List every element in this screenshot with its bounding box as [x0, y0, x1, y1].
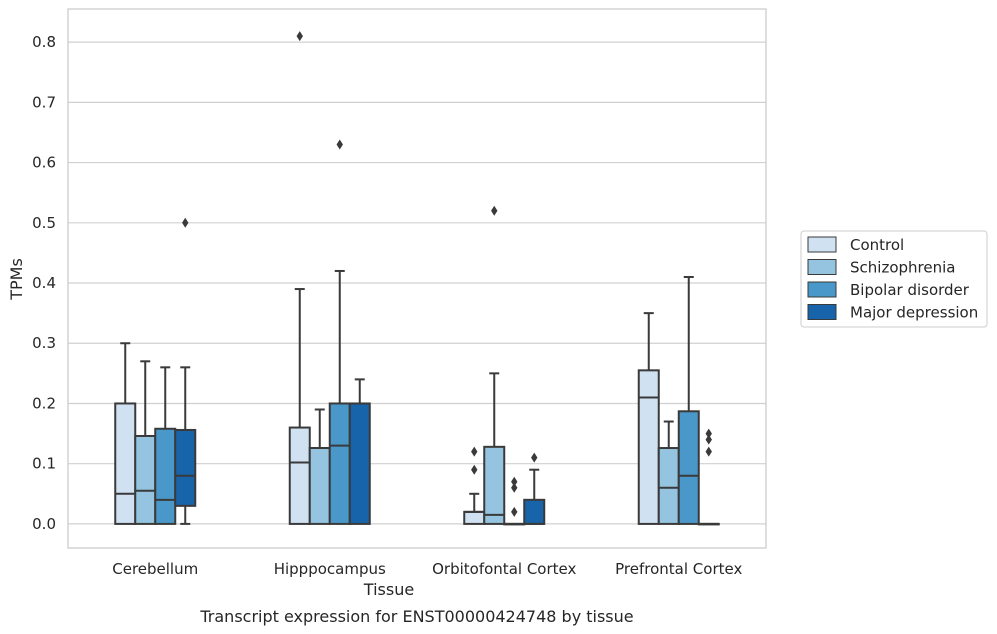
outlier-point [511, 506, 518, 517]
outlier-point [531, 452, 538, 463]
outlier-point [296, 31, 303, 42]
box-body [657, 447, 680, 525]
box-schizophrenia [483, 205, 506, 525]
box-major-depression [697, 428, 720, 526]
y-tick-label: 0.0 [32, 515, 56, 533]
box-body [154, 427, 177, 525]
x-tick-label: Orbitofontal Cortex [432, 560, 576, 578]
y-axis-ticks: 0.0 0.1 0.2 0.3 0.4 0.5 0.6 0.7 0.8 [32, 33, 56, 533]
box-bipolar-disorder [154, 366, 177, 525]
box-control [288, 31, 311, 525]
box-body [463, 510, 486, 525]
box-bipolar-disorder [677, 275, 700, 525]
box-major-depression [348, 378, 371, 525]
outlier-point [511, 476, 518, 487]
y-tick-label: 0.8 [32, 33, 56, 51]
x-axis-ticks: Cerebellum Hipppocampus Orbitofontal Corte… [112, 560, 742, 578]
box-body [288, 426, 311, 525]
box-schizophrenia [657, 420, 680, 525]
box-control [114, 342, 137, 525]
outlier-point [471, 446, 478, 457]
x-tick-label: Hipppocampus [274, 560, 386, 578]
plot-frame [67, 8, 767, 549]
y-tick-label: 0.4 [32, 274, 56, 292]
legend-swatch [807, 281, 837, 298]
box-schizophrenia [308, 408, 331, 525]
box-bipolar-disorder [328, 139, 351, 525]
legend-swatch [807, 236, 837, 253]
box-control [463, 446, 486, 525]
box-body [174, 428, 197, 507]
x-tick-label: Cerebellum [112, 560, 198, 578]
legend: Control Schizophrenia Bipolar disorder Majo… [800, 230, 988, 328]
box-body [348, 402, 371, 525]
legend-swatch [807, 304, 837, 320]
outlier-point [705, 434, 712, 445]
y-tick-label: 0.7 [32, 93, 56, 111]
outlier-point [705, 446, 712, 457]
chart-caption: Transcript expression for ENST0000042474… [199, 607, 633, 626]
box-major-depression [523, 452, 546, 525]
legend-frame [800, 230, 988, 328]
outlier-point [491, 205, 498, 216]
y-axis-label: TPMs [7, 258, 26, 301]
box-plot-area [114, 31, 720, 526]
box-body [483, 445, 506, 525]
y-tick-label: 0.5 [32, 214, 56, 232]
x-axis-label: Tissue [363, 580, 414, 599]
outlier-point [705, 428, 712, 439]
box-body [677, 410, 700, 525]
box-control [637, 312, 660, 525]
box-body [308, 447, 331, 525]
box-schizophrenia [134, 360, 157, 525]
y-tick-label: 0.1 [32, 455, 56, 473]
box-body [637, 369, 660, 525]
legend-entry-label: Schizophrenia [850, 259, 955, 277]
outlier-point [511, 482, 518, 493]
legend-entry-label: Control [850, 236, 904, 254]
box-body [523, 498, 546, 525]
y-tick-label: 0.2 [32, 394, 56, 412]
outlier-point [182, 217, 189, 228]
legend-entry-label: Major depression [850, 304, 978, 322]
outlier-point [336, 139, 343, 150]
legend-entry-label: Bipolar disorder [850, 281, 970, 299]
box-body [134, 434, 157, 525]
y-tick-label: 0.6 [32, 154, 56, 172]
outlier-point [471, 464, 478, 475]
y-tick-label: 0.3 [32, 334, 56, 352]
box-body [114, 402, 137, 525]
x-tick-label: Prefrontal Cortex [615, 560, 742, 578]
box-body [328, 402, 351, 525]
box-bipolar-disorder [503, 476, 526, 526]
legend-swatch [807, 259, 837, 275]
box-major-depression [174, 217, 197, 525]
